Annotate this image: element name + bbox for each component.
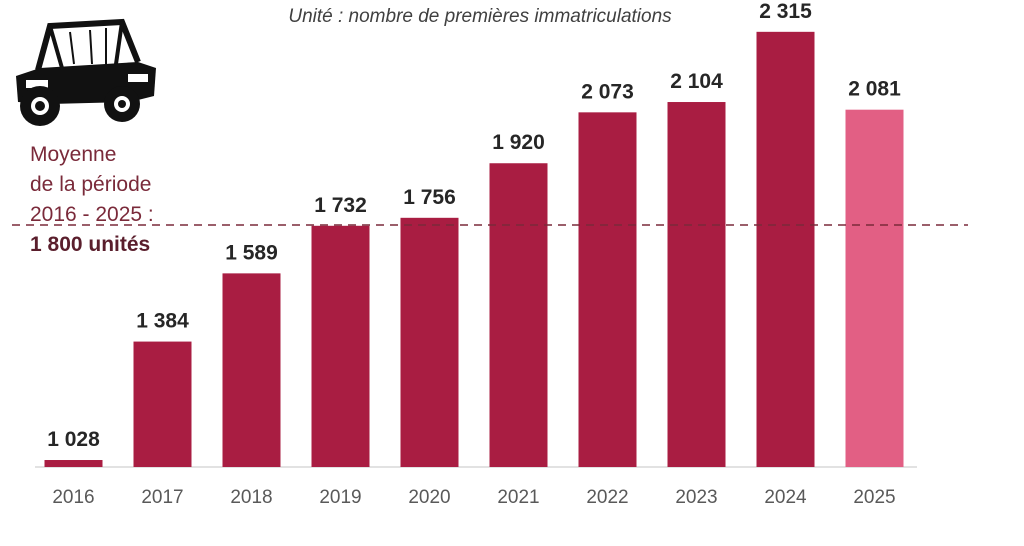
data-label-2020: 1 756 — [403, 186, 456, 209]
bar-2019 — [311, 225, 370, 467]
bar-2018 — [222, 273, 281, 467]
data-label-2025: 2 081 — [848, 78, 901, 101]
data-label-2019: 1 732 — [314, 194, 367, 217]
x-tick-label-2020: 2020 — [408, 487, 450, 508]
x-tick-label-2023: 2023 — [675, 487, 717, 508]
bar-2024 — [756, 31, 815, 467]
utility-vehicle-icon — [16, 18, 156, 126]
bar-2016 — [44, 460, 103, 467]
average-label-line2: de la période — [30, 173, 152, 196]
bar-2020 — [400, 217, 459, 467]
unit-note: Unité : nombre de premières immatriculat… — [288, 6, 672, 27]
average-label-line3: 2016 - 2025 : — [30, 203, 154, 226]
bar-2023 — [667, 102, 726, 467]
data-label-2017: 1 384 — [136, 310, 189, 333]
data-label-2021: 1 920 — [492, 131, 545, 154]
data-label-2024: 2 315 — [759, 0, 812, 23]
average-label-line1: Moyenne — [30, 143, 117, 166]
data-label-2022: 2 073 — [581, 80, 634, 103]
x-tick-label-2022: 2022 — [586, 487, 628, 508]
average-value: 1 800 unités — [30, 233, 151, 256]
data-label-2018: 1 589 — [225, 241, 278, 264]
data-label-2023: 2 104 — [670, 70, 723, 93]
bar-2021 — [489, 163, 548, 467]
x-tick-label-2024: 2024 — [764, 487, 807, 508]
bar-2022 — [578, 112, 637, 467]
average-annotation: Moyenne de la période 2016 - 2025 : 1 80… — [30, 140, 154, 260]
x-tick-label-2017: 2017 — [141, 487, 183, 508]
x-tick-label-2016: 2016 — [52, 487, 94, 508]
x-tick-label-2018: 2018 — [230, 487, 272, 508]
data-label-2016: 1 028 — [47, 428, 100, 451]
x-tick-label-2025: 2025 — [853, 487, 895, 508]
bar-2017 — [133, 341, 192, 467]
x-tick-label-2019: 2019 — [319, 487, 361, 508]
bar-2025 — [845, 109, 904, 467]
x-tick-label-2021: 2021 — [497, 487, 539, 508]
